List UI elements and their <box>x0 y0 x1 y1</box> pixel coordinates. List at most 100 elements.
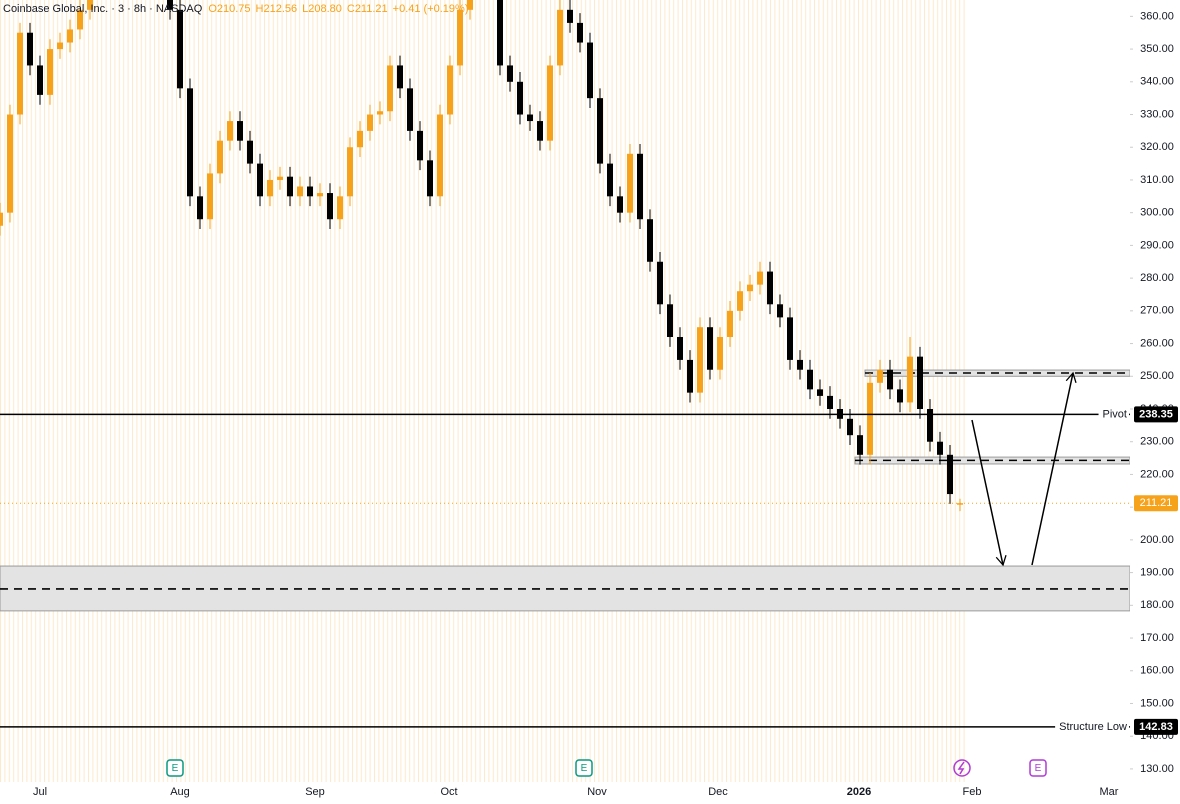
x-tick-label: 2026 <box>847 786 871 798</box>
candle-body <box>177 9 183 89</box>
event-icon <box>1029 759 1047 777</box>
candle-body <box>857 435 863 455</box>
x-tick-label: Feb <box>963 786 982 798</box>
candle-body <box>607 163 613 197</box>
candle-body <box>17 32 23 115</box>
candle-body <box>737 291 743 311</box>
candle-body <box>827 395 833 409</box>
x-tick-label: Aug <box>170 786 190 798</box>
y-tick-label: 350.00 <box>1140 43 1174 55</box>
ohlc-label: C211.21 <box>347 3 388 15</box>
candle-body <box>297 186 303 197</box>
candle-body <box>937 441 943 455</box>
candle-body <box>447 65 453 115</box>
last-price-label: 211.21 <box>1140 497 1173 509</box>
candle-body <box>327 193 333 220</box>
candle-body <box>677 337 683 360</box>
axis-background <box>1130 0 1180 804</box>
candle-body <box>927 408 933 442</box>
candle-body <box>557 9 563 66</box>
y-tick-label: 320.00 <box>1140 141 1174 153</box>
candle-body <box>187 88 193 197</box>
event-icon-label: E <box>172 763 179 774</box>
candle-body <box>277 176 283 180</box>
y-tick-label: 130.00 <box>1140 763 1174 775</box>
ohlc-label: +0.41 (+0.19%) <box>393 3 469 15</box>
candle-body <box>887 369 893 390</box>
candle-body <box>357 130 363 148</box>
event-icon <box>166 759 184 777</box>
y-tick-label: 270.00 <box>1140 305 1174 317</box>
level-price: 142.83 <box>1139 721 1173 733</box>
candle-body <box>367 114 373 131</box>
candle-body <box>197 196 203 220</box>
candle-body <box>227 121 233 141</box>
candle-body <box>597 98 603 164</box>
candle-body <box>27 32 33 66</box>
x-tick-label: Dec <box>708 786 728 798</box>
candle-body <box>387 65 393 112</box>
candle-body <box>697 327 703 393</box>
last-price-box <box>1134 495 1178 512</box>
y-tick-label: 250.00 <box>1140 370 1174 382</box>
candle-body <box>427 160 433 197</box>
candle-body <box>867 382 873 455</box>
candle-body <box>567 9 573 23</box>
candle-body <box>807 369 813 390</box>
candle-body <box>627 153 633 213</box>
x-tick-label: Mar <box>1100 786 1119 798</box>
candle-body <box>907 356 913 403</box>
candle-body <box>947 454 953 495</box>
candle-body <box>407 88 413 131</box>
x-tick-label: Nov <box>587 786 607 798</box>
candle-body <box>307 186 313 197</box>
level-price-box <box>1134 718 1178 735</box>
candle-body <box>587 42 593 99</box>
candle-body <box>687 359 693 393</box>
level-name: Structure Low <box>1059 721 1127 733</box>
candle-body <box>797 359 803 370</box>
candle-body <box>207 173 213 220</box>
candle-body <box>527 114 533 122</box>
candle-body <box>397 65 403 89</box>
y-tick-label: 230.00 <box>1140 436 1174 448</box>
candle-body <box>67 29 73 43</box>
x-tick-label: Jul <box>33 786 47 798</box>
ohlc-label: O210.75 <box>208 3 250 15</box>
candle-body <box>237 121 243 141</box>
candle-body <box>517 81 523 115</box>
y-tick-label: 330.00 <box>1140 108 1174 120</box>
candle-body <box>847 418 853 436</box>
candle-body <box>717 337 723 370</box>
projection-arrow-down <box>971 419 1007 567</box>
ohlc-label: H212.56 <box>256 3 298 15</box>
candle-body <box>577 22 583 43</box>
candle-body <box>337 196 343 220</box>
candle-body <box>217 140 223 174</box>
event-icon <box>575 759 593 777</box>
y-tick-label: 360.00 <box>1140 10 1174 22</box>
candle-body <box>897 389 903 403</box>
level-name: Pivot <box>1103 408 1127 420</box>
event-icon-label: E <box>1035 763 1042 774</box>
y-tick-label: 260.00 <box>1140 337 1174 349</box>
y-tick-label: 340.00 <box>1140 76 1174 88</box>
symbol-title: Coinbase Global, Inc. · 3 · 8h · NASDAQ <box>3 3 203 15</box>
candle-body <box>257 163 263 197</box>
candle-body <box>247 140 253 164</box>
candle-body <box>747 284 753 292</box>
candle-body <box>707 327 713 370</box>
candle-body <box>437 114 443 197</box>
candle-body <box>877 369 883 383</box>
plot-area <box>0 0 1130 728</box>
event-icon-bolt <box>957 761 965 775</box>
y-tick-label: 170.00 <box>1140 632 1174 644</box>
candle-body <box>767 271 773 305</box>
candle-body <box>167 0 173 10</box>
y-tick-label: 180.00 <box>1140 599 1174 611</box>
zone <box>854 456 1130 465</box>
candle-body <box>347 147 353 197</box>
x-tick-label: Oct <box>440 786 457 798</box>
candle-body <box>377 111 383 115</box>
